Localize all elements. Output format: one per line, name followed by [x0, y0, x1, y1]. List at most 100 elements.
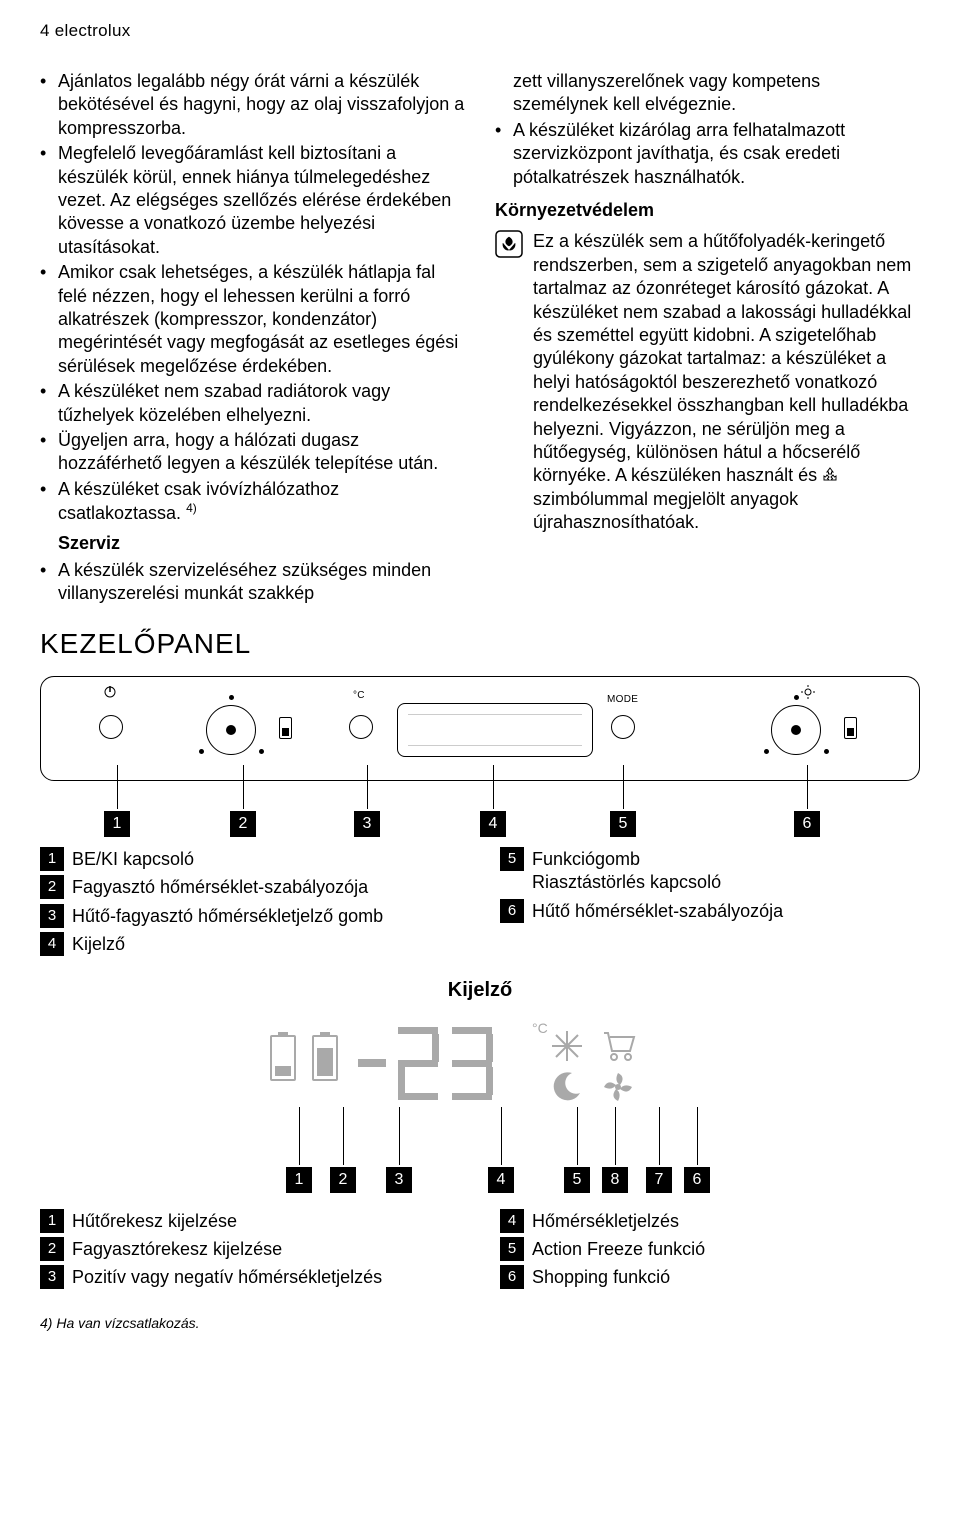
legend-item: 2Fagyasztó hőmérséklet-szabályozója: [40, 875, 460, 899]
dial-dot: [199, 749, 204, 754]
right-bullet-1: A készüléket kizárólag arra felhatalmazo…: [495, 119, 920, 189]
text-columns: Ajánlatos legalább négy órát várni a kés…: [40, 70, 920, 608]
env-heading: Környezetvédelem: [495, 199, 920, 222]
env-text-1: Ez a készülék sem a hűtőfolyadék-keringe…: [533, 231, 911, 485]
service-heading: Szerviz: [58, 532, 465, 555]
legend-text: Pozitív vagy negatív hőmérsékletjelzés: [72, 1265, 460, 1289]
leader-line: [367, 765, 368, 809]
dial-dot: [794, 695, 799, 700]
marker-3: 3: [354, 811, 380, 837]
legend-text: Hőmérsékletjelzés: [532, 1209, 920, 1233]
panel-markers: 123456: [40, 795, 920, 841]
page-header: 4 electrolux: [40, 20, 920, 42]
fridge-temp-dial[interactable]: [771, 705, 821, 755]
leader-line: [399, 1107, 400, 1165]
control-panel: °C MODE: [40, 676, 920, 781]
bullet-item: Amikor csak lehetséges, a készülék hátla…: [40, 261, 465, 378]
display-legend-left: 1Hűtőrekesz kijelzése2Fagyasztórekesz ki…: [40, 1209, 460, 1294]
legend-item: 6 Hűtő hőmérséklet-szabályozója: [500, 899, 920, 923]
dial-dot: [259, 749, 264, 754]
right-column: zett villanyszerelőnek vagy kompetens sz…: [495, 70, 920, 608]
legend-num: 5: [500, 847, 524, 871]
water-bullet: A készüléket csak ivóvízhálózathoz csatl…: [40, 478, 465, 526]
disp-marker-8: 8: [602, 1167, 628, 1193]
legend-item: 2 Fagyasztórekesz kijelzése: [40, 1237, 460, 1261]
display-legend: 1Hűtőrekesz kijelzése2Fagyasztórekesz ki…: [40, 1209, 920, 1294]
lcd-display: [397, 703, 593, 757]
c-label: °C: [353, 689, 365, 702]
legend-text: Hűtőrekesz kijelzése: [72, 1209, 460, 1233]
legend-item: 1 BE/KI kapcsoló: [40, 847, 460, 871]
env-text: Ez a készülék sem a hűtőfolyadék-keringe…: [533, 230, 920, 534]
fan-icon: [600, 1069, 636, 1105]
fridge-indicator: [844, 717, 857, 739]
mode-button[interactable]: [611, 715, 635, 739]
legend-text: Fagyasztórekesz kijelzése: [72, 1237, 460, 1261]
light-icon: [801, 685, 815, 703]
left-bullets-service: A készülék szervizeléséhez szükséges min…: [40, 559, 465, 606]
legend-num: 1: [40, 847, 64, 871]
leader-line: [343, 1107, 344, 1165]
power-button[interactable]: [99, 715, 123, 739]
dial-dot: [824, 749, 829, 754]
freezer-compartment-icon: [312, 1035, 338, 1081]
panel-legend-left: 1 BE/KI kapcsoló 2Fagyasztó hőmérséklet-sz…: [40, 847, 460, 961]
left-column: Ajánlatos legalább négy órát várni a kés…: [40, 70, 465, 608]
legend-text: Action Freeze funkció: [532, 1237, 920, 1261]
display-legend-right: 4 Hőmérsékletjelzés 5Action Freeze funkció…: [500, 1209, 920, 1294]
leader-line: [615, 1107, 616, 1165]
disp-marker-6: 6: [684, 1167, 710, 1193]
panel-title: KEZELŐPANEL: [40, 626, 920, 662]
display-screen: °C: [250, 1015, 710, 1145]
left-bullet-water-wrap: A készüléket csak ivóvízhálózathoz csatl…: [40, 478, 465, 526]
leader-line: [299, 1107, 300, 1165]
left-bullets-top: Ajánlatos legalább négy órát várni a kés…: [40, 70, 465, 476]
leader-line: [697, 1107, 698, 1165]
marker-1: 1: [104, 811, 130, 837]
marker-6: 6: [794, 811, 820, 837]
display-area: °C 12345876: [250, 1015, 710, 1199]
env-text-2: szimbólummal megjelölt anyagok újrahaszn…: [533, 489, 798, 532]
leader-line: [493, 765, 494, 809]
recycle-icon: [822, 466, 838, 482]
snowflake-icon: [550, 1029, 584, 1063]
legend-item: 5Action Freeze funkció: [500, 1237, 920, 1261]
flower-icon: [495, 230, 523, 264]
panel-legend: 1 BE/KI kapcsoló 2Fagyasztó hőmérséklet-sz…: [40, 847, 920, 961]
legend-text: BE/KI kapcsoló: [72, 847, 460, 871]
bullet-item: Ajánlatos legalább négy órát várni a kés…: [40, 70, 465, 140]
footnote: 4) Ha van vízcsatlakozás.: [40, 1314, 920, 1332]
marker-5: 5: [610, 811, 636, 837]
legend-num: 2: [40, 1237, 64, 1261]
disp-marker-4: 4: [488, 1167, 514, 1193]
shopping-cart-icon: [600, 1027, 636, 1063]
mode-label: MODE: [607, 693, 638, 706]
legend-num: 3: [40, 904, 64, 928]
leader-line: [659, 1107, 660, 1165]
disp-marker-1: 1: [286, 1167, 312, 1193]
leader-line: [807, 765, 808, 809]
bullet-item: A készülék szervizeléséhez szükséges min…: [40, 559, 465, 606]
dial-dot: [229, 695, 234, 700]
freezer-temp-dial[interactable]: [206, 705, 256, 755]
temp-display-button[interactable]: [349, 715, 373, 739]
leader-line: [623, 765, 624, 809]
legend-num: 6: [500, 899, 524, 923]
leader-line: [501, 1107, 502, 1165]
temperature-readout: [350, 1021, 530, 1107]
legend-num: 4: [500, 1209, 524, 1233]
legend-text: Hűtő hőmérséklet-szabályozója: [532, 899, 920, 923]
marker-2: 2: [230, 811, 256, 837]
freezer-indicator: [279, 717, 292, 739]
disp-marker-2: 2: [330, 1167, 356, 1193]
leader-line: [243, 765, 244, 809]
legend-item: 5Funkciógomb Riasztástörlés kapcsoló: [500, 847, 920, 895]
bullet-item: Ügyeljen arra, hogy a hálózati dugasz ho…: [40, 429, 465, 476]
display-title: Kijelző: [40, 977, 920, 1003]
legend-item: 3Pozitív vagy negatív hőmérsékletjelzés: [40, 1265, 460, 1289]
legend-text: Kijelző: [72, 932, 460, 956]
legend-num: 4: [40, 932, 64, 956]
leader-line: [117, 765, 118, 809]
legend-num: 2: [40, 875, 64, 899]
degree-c-icon: °C: [532, 1019, 548, 1037]
